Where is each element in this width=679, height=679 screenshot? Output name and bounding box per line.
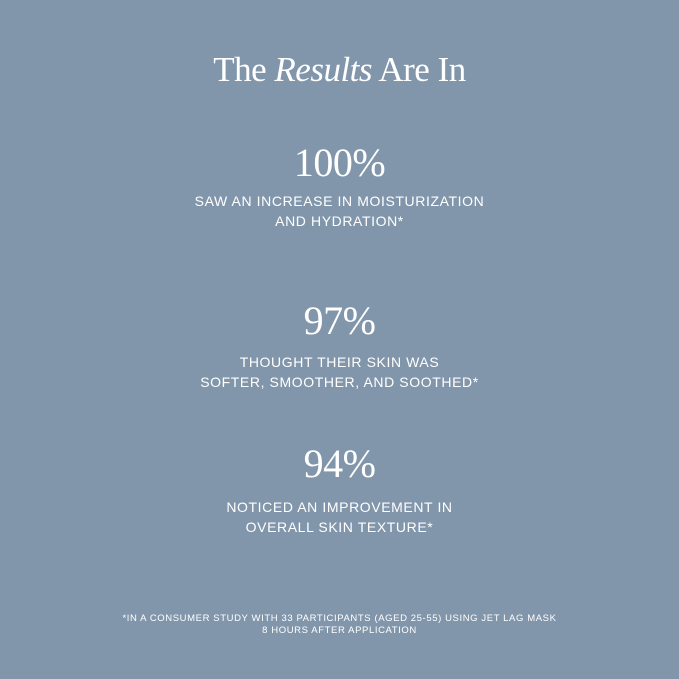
- footnote-line: *IN A CONSUMER STUDY WITH 33 PARTICIPANT…: [122, 613, 557, 624]
- stat-line: OVERALL SKIN TEXTURE*: [245, 519, 434, 535]
- stat-line: NOTICED AN IMPROVEMENT IN: [226, 499, 453, 515]
- stat-value: 100%: [293, 140, 386, 185]
- stat-line: SOFTER, SMOOTHER, AND SOOTHED*: [200, 374, 479, 390]
- title-part1: The: [213, 50, 267, 89]
- stat-line: SAW AN INCREASE IN MOISTURIZATION: [194, 193, 485, 209]
- stat-value: 94%: [303, 441, 376, 486]
- stat-description: THOUGHT THEIR SKIN WAS SOFTER, SMOOTHER,…: [0, 352, 679, 392]
- stat-value: 97%: [303, 298, 376, 343]
- stat-line: AND HYDRATION*: [275, 213, 404, 229]
- title-italic: Results: [274, 50, 373, 89]
- title-part2: Are In: [378, 50, 466, 89]
- stat-description: SAW AN INCREASE IN MOISTURIZATION AND HY…: [0, 191, 679, 231]
- footnote: *IN A CONSUMER STUDY WITH 33 PARTICIPANT…: [0, 613, 679, 637]
- stat-line: THOUGHT THEIR SKIN WAS: [239, 354, 440, 370]
- stat-description: NOTICED AN IMPROVEMENT IN OVERALL SKIN T…: [0, 497, 679, 537]
- footnote-line: 8 HOURS AFTER APPLICATION: [262, 625, 417, 636]
- page-title: The Results Are In: [0, 50, 679, 90]
